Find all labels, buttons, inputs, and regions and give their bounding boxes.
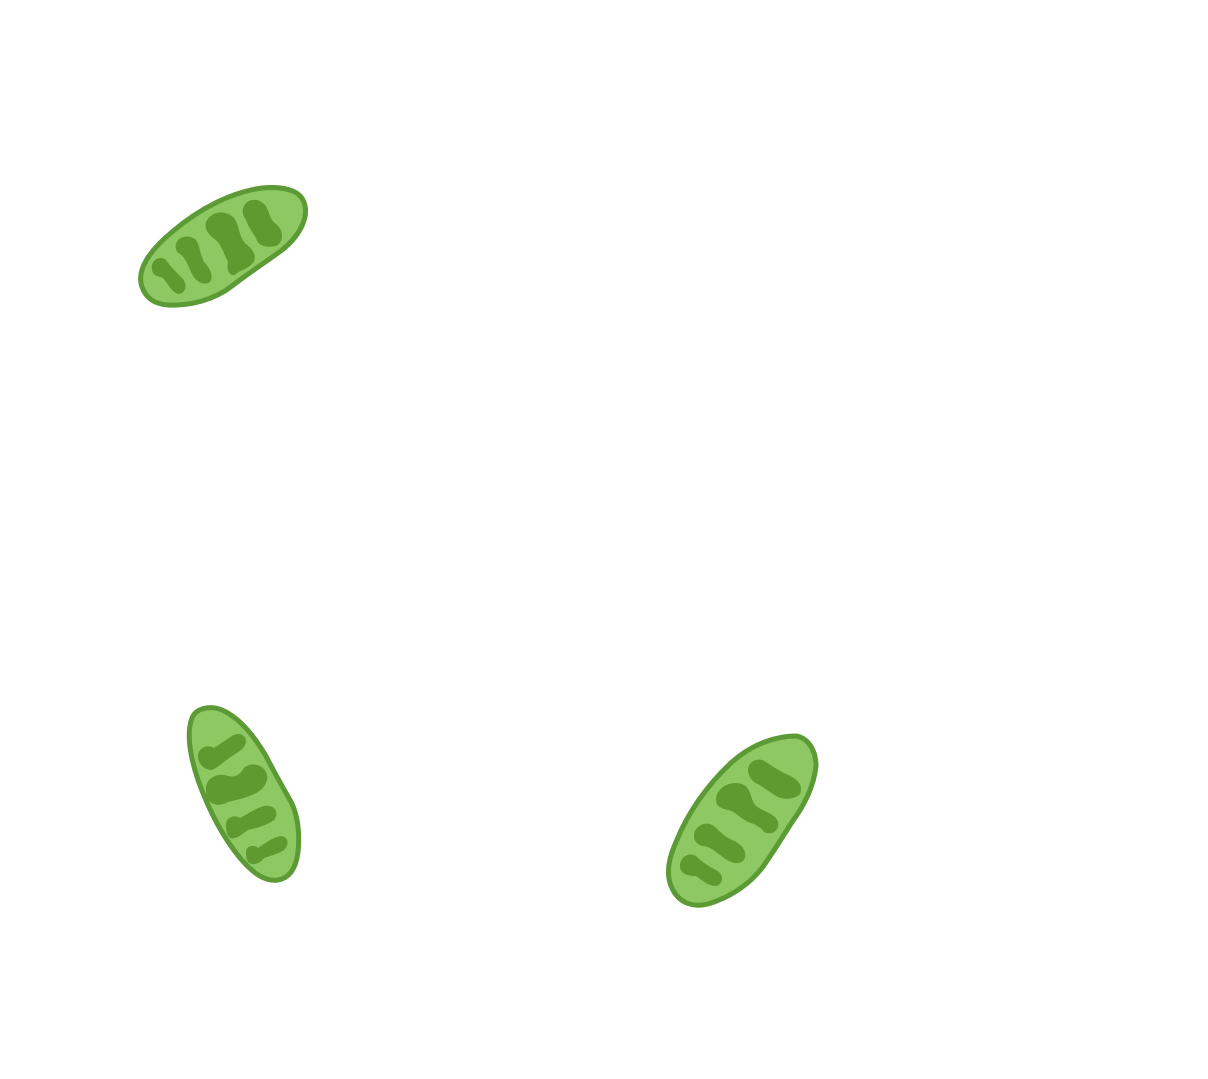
thylakoid-grana (680, 759, 802, 886)
chloroplast-icon-bottom-left (186, 705, 302, 883)
chloroplast-membrane (666, 733, 819, 908)
chloroplast-icon-bottom-right (666, 733, 819, 908)
thylakoid-grana (151, 199, 282, 294)
thylakoid-grana (198, 734, 288, 865)
chloroplast-icon-top-left (138, 185, 308, 308)
